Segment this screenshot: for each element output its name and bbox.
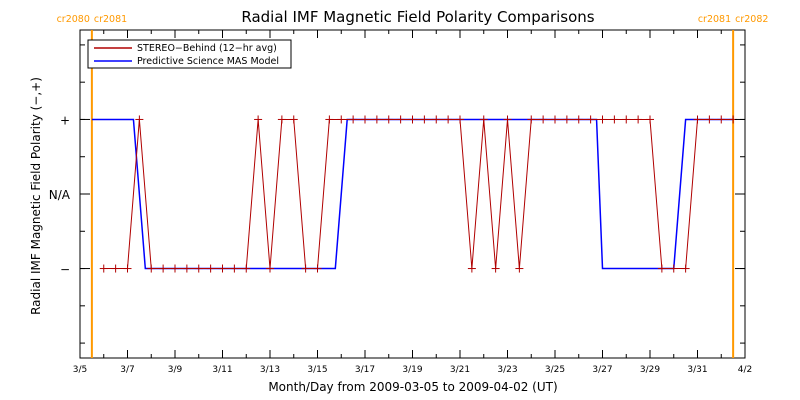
observed-point (218, 264, 227, 273)
observed-point (301, 264, 310, 273)
observed-point (539, 115, 548, 124)
observed-point (598, 115, 607, 124)
carrington-label-right: cr2081 (94, 14, 127, 25)
x-tick-label: 3/9 (168, 365, 183, 375)
observed-point (479, 115, 488, 124)
observed-point (574, 115, 583, 124)
legend-label-model: Predictive Science MAS Model (137, 56, 279, 67)
x-tick-label: 3/5 (73, 365, 87, 375)
observed-point (669, 264, 678, 273)
y-axis-label: Radial IMF Magnetic Field Polarity (−,+) (29, 77, 43, 315)
x-tick-label: 3/7 (120, 365, 134, 375)
observed-point (420, 115, 429, 124)
observed-point (705, 115, 714, 124)
carrington-markers: cr2080 cr2081 cr2081 cr2082 (57, 14, 768, 358)
observed-point (182, 264, 191, 273)
observed-point (551, 115, 559, 124)
chart-title: Radial IMF Magnetic Field Polarity Compa… (241, 8, 594, 26)
legend-label-observed: STEREO−Behind (12−hr avg) (137, 43, 277, 54)
carrington-label-right: cr2082 (735, 14, 768, 25)
observed-point (206, 264, 215, 273)
observed-point (266, 264, 274, 273)
observed-point (349, 115, 358, 124)
observed-point (325, 115, 334, 124)
x-tick-label: 3/13 (260, 365, 280, 375)
observed-point (467, 264, 476, 273)
plot-area-frame (79, 29, 746, 359)
observed-point (681, 264, 690, 273)
axes: 3/5 3/7 3/9 3/11 3/13 3/15 3/17 3/19 3/21 3/23 3/2… (49, 30, 752, 375)
observed-point (432, 115, 441, 124)
observed-point (444, 115, 453, 124)
observed-point (503, 115, 512, 124)
observed-point (456, 115, 464, 124)
carrington-label-left: cr2080 (57, 14, 90, 25)
observed-point (515, 264, 524, 273)
legend-box (87, 39, 292, 69)
observed-point (562, 115, 571, 124)
observed-point (693, 115, 702, 124)
observed-point (99, 264, 108, 273)
carrington-label-left: cr2081 (698, 14, 731, 25)
observed-series-line (103, 118, 734, 270)
observed-point (372, 115, 381, 124)
observed-point (646, 115, 654, 124)
x-tick-label: 3/17 (355, 365, 375, 375)
observed-point (135, 115, 144, 124)
model-series (91, 118, 734, 270)
x-tick-label: 3/21 (450, 365, 470, 375)
observed-point (527, 115, 536, 124)
observed-point (337, 115, 346, 124)
x-tick-label: 3/23 (497, 365, 517, 375)
observed-point (194, 264, 203, 273)
x-tick-label: 3/15 (307, 365, 327, 375)
y-tick-label: − (60, 263, 70, 277)
observed-point (313, 264, 322, 273)
observed-point (254, 115, 263, 124)
x-tick-label: 3/19 (402, 365, 422, 375)
plot-frame (79, 29, 746, 359)
observed-point (384, 115, 393, 124)
observed-point (634, 115, 643, 124)
observed-point (657, 264, 666, 273)
model-series-line (91, 118, 734, 270)
observed-point (123, 264, 132, 273)
observed-point (586, 115, 595, 124)
y-tick-label: + (60, 113, 70, 127)
observed-point (408, 115, 417, 124)
observed-point (717, 115, 726, 124)
observed-point (361, 115, 369, 124)
x-tick-label: 3/11 (212, 365, 232, 375)
x-tick-label: 3/25 (545, 365, 565, 375)
observed-point (111, 264, 120, 273)
observed-point (230, 264, 239, 273)
x-tick-label: 3/29 (640, 365, 660, 375)
observed-point (242, 264, 251, 273)
legend: STEREO−Behind (12−hr avg) Predictive Sci… (87, 39, 292, 69)
x-tick-label: 3/27 (592, 365, 612, 375)
observed-point (171, 264, 179, 273)
observed-point (622, 115, 631, 124)
observed-point (147, 264, 156, 273)
observed-point (159, 264, 168, 273)
observed-point (289, 115, 298, 124)
observed-point (610, 115, 619, 124)
observed-point (491, 264, 500, 273)
observed-series (99, 115, 738, 273)
y-tick-label: N/A (49, 188, 71, 202)
x-tick-label: 3/31 (687, 365, 707, 375)
x-axis-label: Month/Day from 2009-03-05 to 2009-04-02 … (268, 380, 557, 394)
observed-point (277, 115, 286, 124)
x-tick-label: 4/2 (738, 365, 752, 375)
observed-point (396, 115, 405, 124)
